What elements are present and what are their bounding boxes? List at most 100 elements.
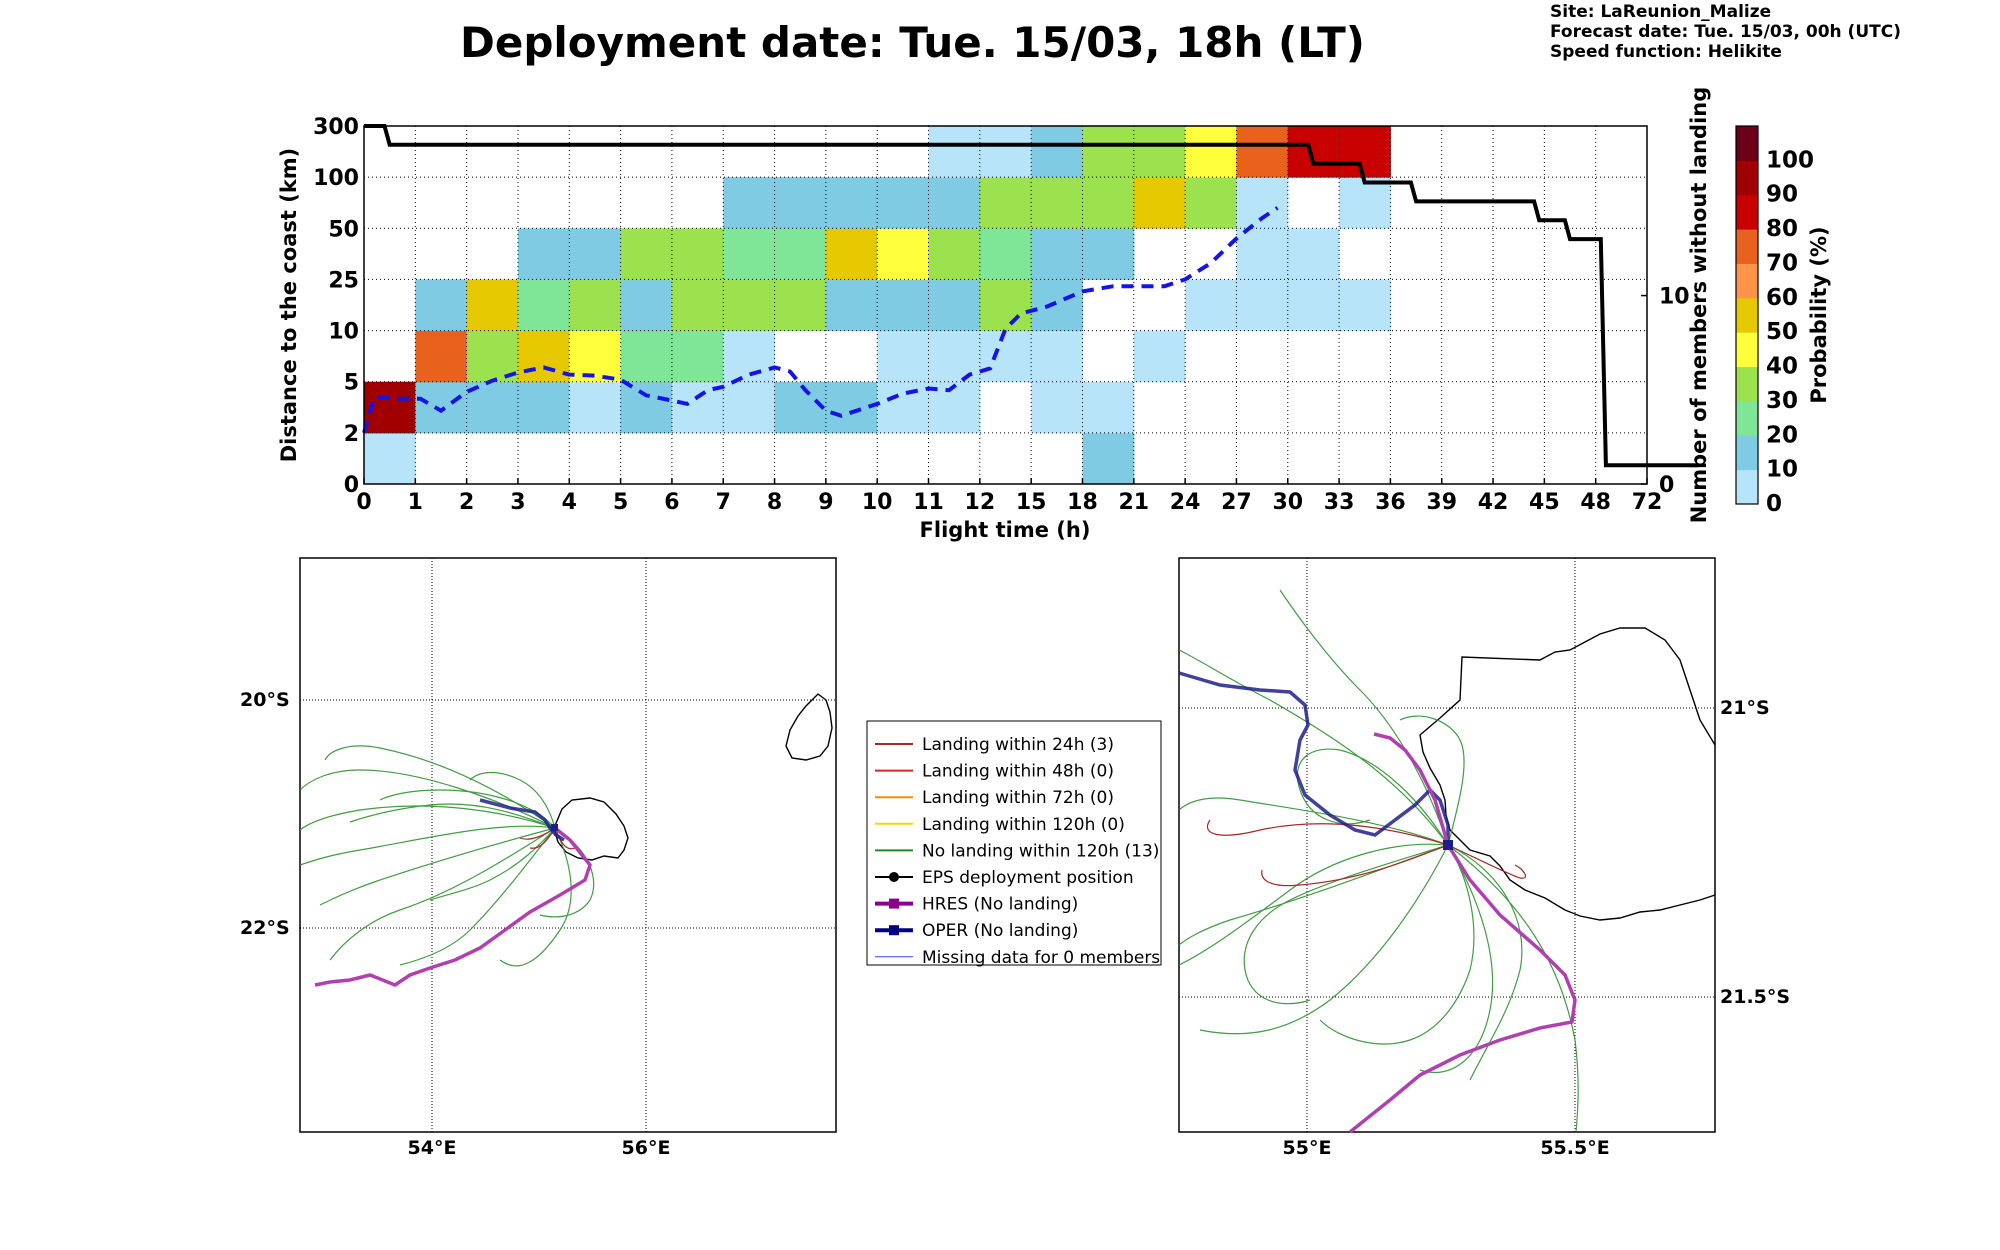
y2-tick-label: 0: [1659, 473, 1674, 498]
site-label: Site: LaReunion_Malize: [1550, 2, 1772, 22]
y2-tick-label: 10: [1659, 285, 1690, 310]
x-tick-label: 10: [862, 490, 893, 515]
x-tick-label: 0: [356, 490, 371, 515]
x-tick-label: 3: [510, 490, 525, 515]
x-tick-label: 12: [965, 490, 996, 515]
colorbar-segment: [1736, 469, 1758, 505]
heatmap-cell: [1236, 177, 1289, 229]
legend-marker: [889, 872, 899, 882]
heatmap-frame: [363, 125, 1648, 485]
heatmap-cell: [517, 330, 570, 383]
heatmap-cell: [1339, 279, 1391, 332]
heatmap-cell: [517, 228, 570, 280]
legend-label: OPER (No landing): [922, 921, 1078, 941]
overview-map: 54°E 56°E 20°S 22°S: [240, 557, 837, 1159]
colorbar-segment: [1736, 366, 1758, 402]
legend-label: Landing within 24h (3): [922, 735, 1114, 755]
zoom-lon-55-5: 55.5°E: [1540, 1137, 1609, 1159]
y-tick-label: 100: [313, 166, 359, 191]
heatmap-cell: [928, 126, 981, 178]
x-tick-label: 21: [1118, 490, 1149, 515]
zoom-deployment-marker: [1443, 840, 1453, 850]
heatmap-cell: [415, 330, 468, 383]
heatmap-cell: [774, 228, 827, 280]
y-tick-label: 300: [313, 115, 359, 140]
colorbar-tick-label: 60: [1766, 285, 1798, 311]
overview-lon-54: 54°E: [408, 1137, 457, 1159]
heatmap-cell: [979, 279, 1032, 332]
zoom-lat-21-5: 21.5°S: [1720, 986, 1790, 1008]
colorbar-segment: [1736, 263, 1758, 299]
zoom-map: 55°E 55.5°E 21°S 21.5°S: [1178, 557, 1790, 1159]
heatmap-cell: [415, 381, 468, 434]
overview-map-grid: [300, 558, 836, 1132]
heatmap-cell: [620, 228, 673, 280]
x-tick-label: 27: [1221, 490, 1252, 515]
colorbar: 0 10 20 30 40 50 60 70 80 90 100: [1735, 125, 1814, 517]
legend-box: [866, 720, 1162, 966]
heatmap-cell: [928, 330, 981, 383]
heatmap-cell: [569, 228, 622, 280]
heatmap-cell: [1031, 177, 1083, 229]
zoom-reunion-coastline: [1419, 627, 1716, 921]
y-tick-label: 2: [344, 422, 359, 447]
x-tick-label: 11: [913, 490, 944, 515]
heatmap-cell: [979, 177, 1032, 229]
heatmap-cell: [517, 381, 570, 434]
x-tick-label: 7: [716, 490, 731, 515]
members-without-landing-line: [364, 124, 1699, 468]
heatmap-cell: [774, 279, 827, 332]
x-tick-label: 18: [1067, 490, 1098, 515]
y-axis-label: Distance to the coast (km): [277, 148, 301, 463]
y-tick-label: 10: [328, 320, 359, 345]
colorbar-tick-label: 10: [1766, 457, 1798, 483]
heatmap-cell: [569, 330, 622, 383]
median-distance-line: [362, 206, 1279, 434]
x-tick-label: 15: [1016, 490, 1047, 515]
x-tick-label: 36: [1375, 490, 1406, 515]
heatmap-cell: [1236, 228, 1289, 280]
heatmap-cell: [1031, 228, 1083, 280]
y-tick-label: 50: [328, 217, 359, 242]
heatmap-cell: [415, 279, 468, 332]
heatmap-cell: [1287, 228, 1340, 280]
heatmap-cell: [877, 228, 930, 280]
colorbar-frame: [1735, 125, 1759, 505]
overview-lon-56: 56°E: [622, 1137, 671, 1159]
y2-axis-label: Number of members without landing: [1687, 87, 1711, 524]
legend-label: Missing data for 0 members: [922, 948, 1160, 968]
x-tick-label: 30: [1272, 490, 1303, 515]
colorbar-segment: [1736, 297, 1758, 333]
x-tick-label: 39: [1426, 490, 1457, 515]
heatmap-cell: [1339, 126, 1391, 178]
colorbar-segment: [1736, 400, 1758, 436]
heatmap-cell: [979, 228, 1032, 280]
colorbar-tick-label: 50: [1766, 319, 1798, 345]
x-tick-label: 5: [613, 490, 628, 515]
heatmap-cell: [1133, 177, 1186, 229]
heatmap-cell: [1031, 381, 1083, 434]
heatmap-cell: [825, 279, 878, 332]
overview-oper-track: [479, 798, 565, 842]
colorbar-segment: [1736, 435, 1758, 471]
heatmap-cell: [620, 330, 673, 383]
heatmap-cell: [1082, 228, 1135, 280]
x-tick-label: 45: [1529, 490, 1560, 515]
heatmap-cell: [1133, 330, 1186, 383]
x-tick-label: 48: [1580, 490, 1611, 515]
heatmap-cell: [1082, 381, 1135, 434]
heatmap-cell: [1339, 177, 1391, 229]
x-tick-label: 8: [767, 490, 782, 515]
heatmap-cell: [877, 381, 930, 434]
heatmap-cell: [1082, 126, 1135, 178]
heatmap-cell: [928, 177, 981, 229]
legend-label: Landing within 120h (0): [922, 815, 1125, 835]
x-tick-label: 42: [1478, 490, 1509, 515]
heatmap-cell: [1082, 432, 1135, 485]
legend-marker: [889, 925, 899, 936]
colorbar-tick-label: 30: [1766, 388, 1798, 414]
colorbar-tick-label: 0: [1766, 491, 1782, 517]
heatmap-cell: [569, 381, 622, 434]
colorbar-segment: [1736, 126, 1758, 161]
heatmap-cell: [979, 330, 1032, 383]
